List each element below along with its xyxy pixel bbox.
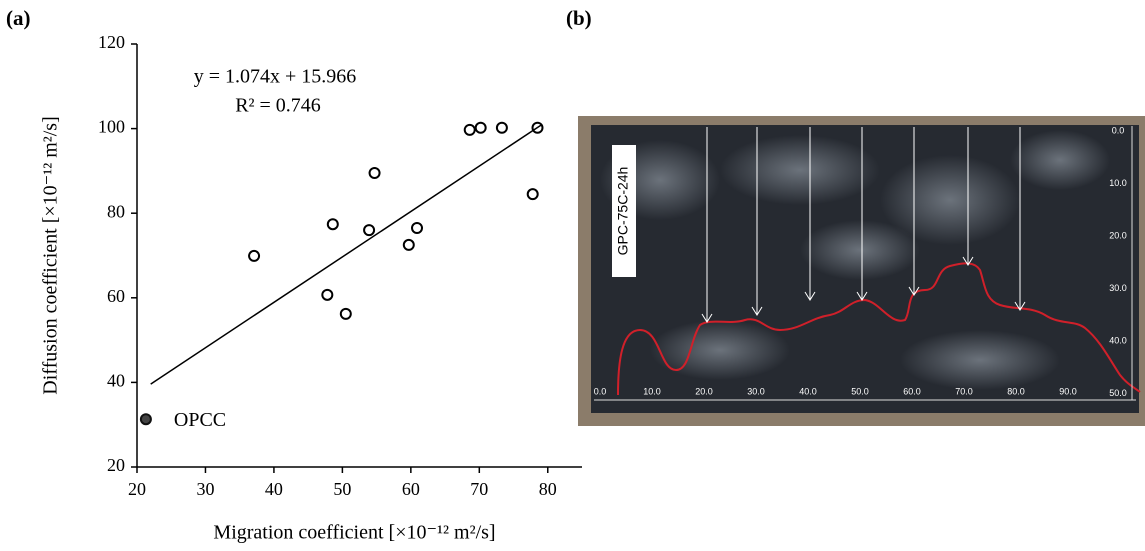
- r-squared: R² = 0.746: [235, 95, 321, 117]
- texture: [720, 135, 880, 205]
- point: [402, 238, 415, 251]
- point: [248, 249, 261, 262]
- sample-label-box: [612, 145, 636, 277]
- x-tick-label: 40: [265, 479, 283, 499]
- ruler-label: 70.0: [955, 386, 973, 396]
- x-tick-label: 60: [402, 479, 420, 499]
- texture: [800, 220, 920, 280]
- x-tick-label: 80: [539, 479, 557, 499]
- ruler-label: 0.0: [594, 386, 607, 396]
- ruler-label: 50.0: [1109, 388, 1127, 398]
- point: [339, 307, 352, 320]
- ruler-label: 30.0: [1109, 283, 1127, 293]
- ruler-label: 20.0: [695, 386, 713, 396]
- point: [411, 222, 424, 235]
- point: [321, 288, 334, 301]
- point: [363, 224, 376, 237]
- y-tick-label: 60: [107, 286, 125, 306]
- ruler-label: 0.0: [1112, 125, 1125, 135]
- ruler-label: 10.0: [643, 386, 661, 396]
- x-tick-label: 50: [333, 479, 351, 499]
- texture: [650, 320, 790, 380]
- y-tick-label: 80: [107, 201, 125, 221]
- ruler-label: 90.0: [1059, 386, 1077, 396]
- photo: GPC-75C-24h 0.0 10.0 20.0 30.0 40.0 50.0 60.0 7…: [578, 116, 1145, 426]
- point-label: OPCC: [174, 409, 226, 431]
- ruler-label: 60.0: [903, 386, 921, 396]
- penetration-front: [617, 262, 1141, 396]
- ruler-label: 10.0: [1109, 178, 1127, 188]
- x-tick-label: 70: [470, 479, 488, 499]
- equation: y = 1.074x + 15.966: [194, 66, 357, 88]
- point: [368, 167, 381, 180]
- y-axis-title: Diffusion coefficient [×10⁻¹² m²/s]: [40, 116, 62, 394]
- texture: [900, 330, 1060, 390]
- arrows: [701, 127, 1026, 323]
- ruler-label: 40.0: [799, 386, 817, 396]
- y-tick-label: 100: [98, 117, 125, 137]
- fit-line: [150, 124, 542, 385]
- ruler-label: 80.0: [1007, 386, 1025, 396]
- point: [495, 121, 508, 134]
- point: [474, 121, 487, 134]
- point: [326, 218, 339, 231]
- panel-label: (a): [6, 6, 31, 30]
- ruler-label: 50.0: [851, 386, 869, 396]
- x-tick-label: 30: [196, 479, 214, 499]
- texture: [1010, 130, 1110, 190]
- panel-label: (b): [566, 6, 592, 30]
- point: [526, 188, 539, 201]
- y-tick-label: 120: [98, 32, 125, 52]
- x-axis-title: Migration coefficient [×10⁻¹² m²/s]: [213, 522, 495, 544]
- y-tick-label: 20: [107, 455, 125, 475]
- point: [463, 123, 476, 136]
- y-tick-label: 40: [107, 371, 125, 391]
- ruler-label: 20.0: [1109, 230, 1127, 240]
- ruler-label: 30.0: [747, 386, 765, 396]
- sample-label: GPC-75C-24h: [615, 167, 631, 256]
- texture: [880, 155, 1020, 245]
- ruler-label: 40.0: [1109, 335, 1127, 345]
- point: [139, 413, 152, 426]
- x-tick-label: 20: [128, 479, 146, 499]
